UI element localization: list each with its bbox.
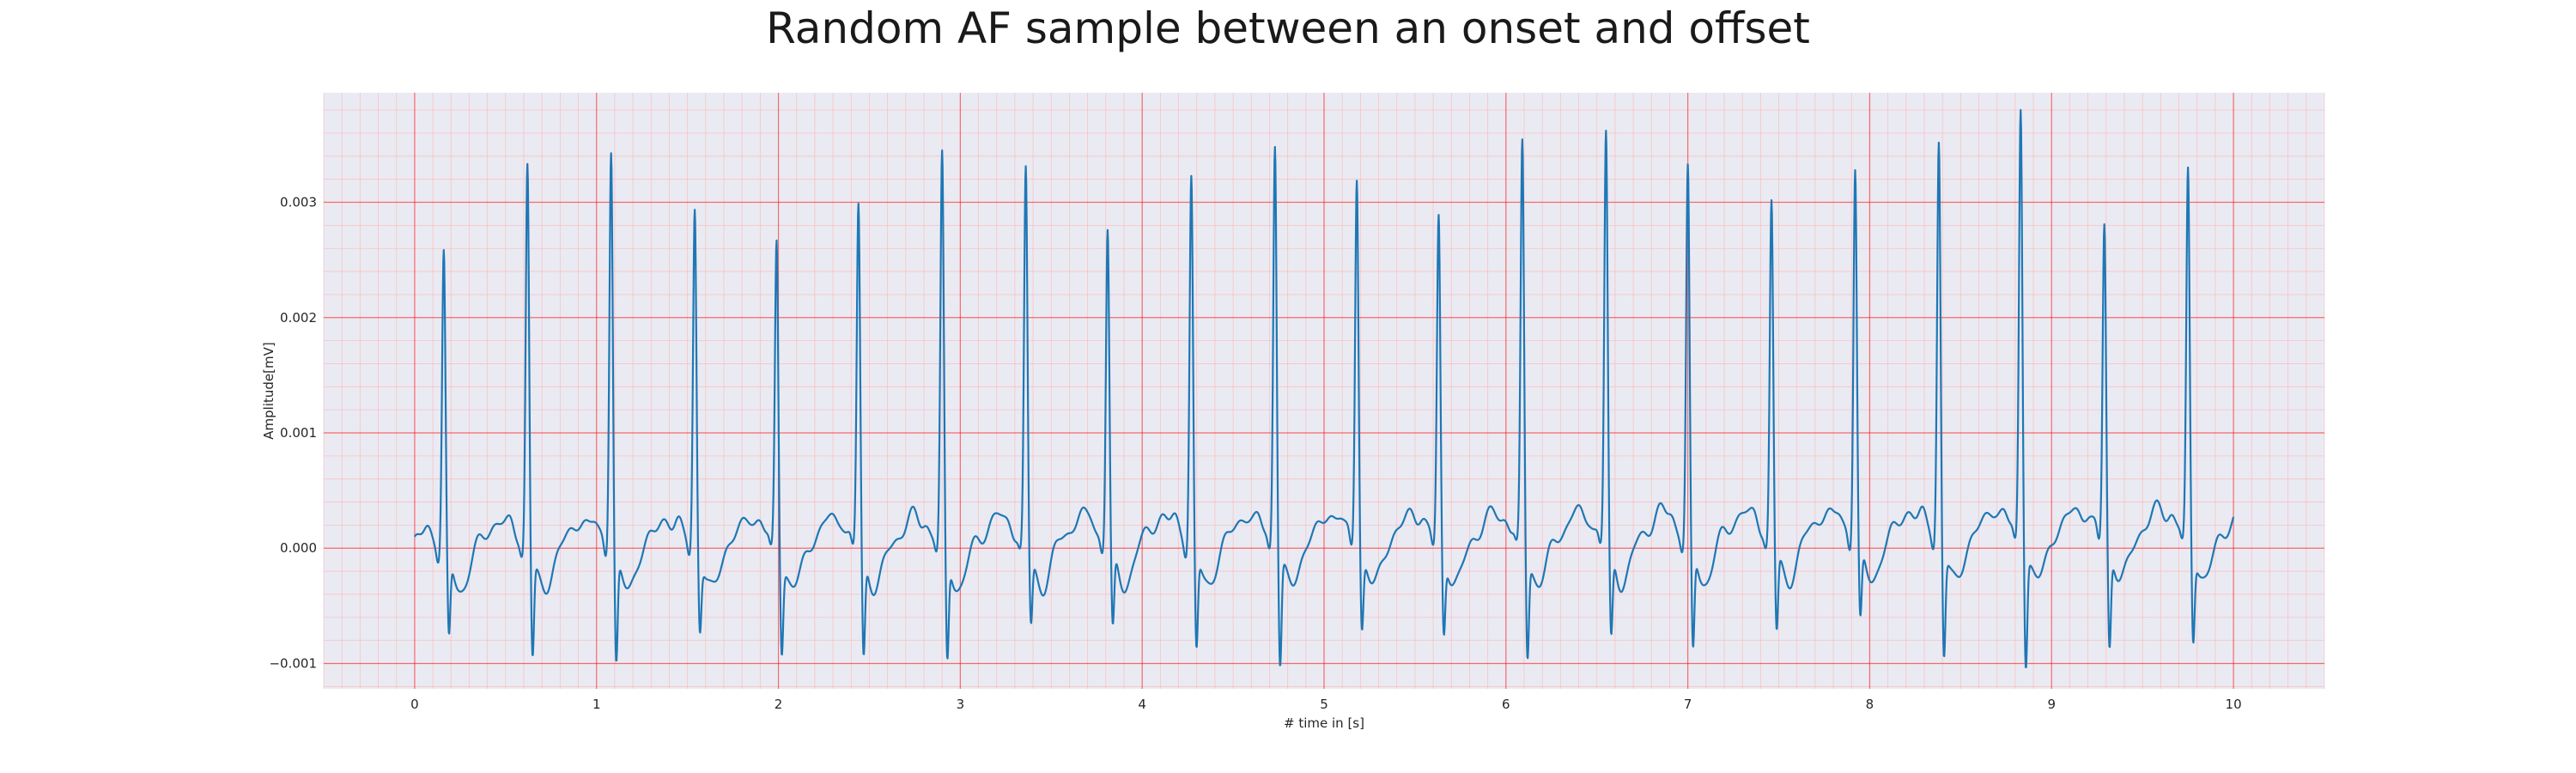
x-tick-label: 4 xyxy=(1138,697,1146,712)
y-tick-label: −0.001 xyxy=(269,655,317,671)
x-tick-label: 0 xyxy=(410,697,419,712)
x-tick-label: 5 xyxy=(1320,697,1328,712)
series-layer xyxy=(413,108,2235,668)
x-tick-label: 8 xyxy=(1866,697,1874,712)
y-axis-label: Amplitude[mV] xyxy=(261,342,276,439)
x-tick-label: 7 xyxy=(1684,697,1692,712)
y-axis-ticks: −0.001 0.000 0.001 0.002 0.003 xyxy=(269,195,317,672)
x-tick-label: 9 xyxy=(2047,697,2056,712)
x-tick-label: 2 xyxy=(775,697,783,712)
y-tick-label: 0.000 xyxy=(280,540,317,556)
x-axis-ticks: 0 1 2 3 4 5 6 7 8 9 10 xyxy=(410,697,2242,712)
x-tick-label: 3 xyxy=(957,697,965,712)
major-grid xyxy=(324,93,2324,689)
x-tick-label: 10 xyxy=(2226,697,2242,712)
y-tick-label: 0.003 xyxy=(280,195,317,210)
x-tick-label: 6 xyxy=(1502,697,1510,712)
x-tick-label: 1 xyxy=(592,697,601,712)
x-axis-label: # time in [s] xyxy=(1284,715,1364,731)
chart-title: Random AF sample between an onset and of… xyxy=(766,3,1810,53)
y-tick-label: 0.002 xyxy=(280,310,317,326)
y-tick-label: 0.001 xyxy=(280,425,317,441)
ecg-series-line xyxy=(413,108,2235,668)
